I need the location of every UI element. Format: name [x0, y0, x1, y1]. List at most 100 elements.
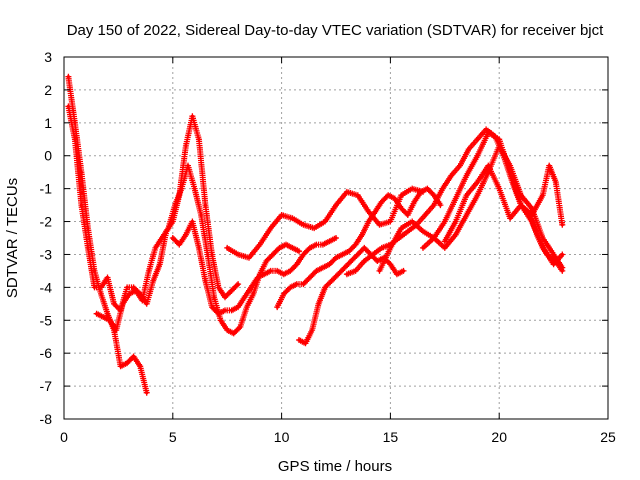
data-point [236, 305, 240, 309]
data-point [425, 187, 429, 191]
data-point [443, 219, 447, 224]
data-point [134, 289, 138, 293]
data-point [262, 272, 266, 276]
plot-frame [63, 56, 609, 420]
data-point [373, 210, 377, 214]
data-point [92, 285, 97, 289]
data-point [145, 391, 149, 395]
data-point [223, 295, 227, 299]
data-point [308, 275, 312, 280]
data-point [475, 193, 479, 197]
data-point [380, 246, 384, 250]
data-point [334, 203, 338, 207]
data-point [321, 243, 325, 247]
y-tick-label: 2 [44, 82, 52, 98]
data-point [432, 236, 436, 240]
data-point [475, 180, 479, 184]
data-point [508, 216, 512, 220]
data-point [105, 275, 110, 280]
data-point [377, 223, 382, 227]
data-point [454, 219, 458, 224]
data-point [388, 219, 392, 224]
axis-ticks: 0 5 10 15 20 25 -8 -7 -6 -5 -4 -3 -2 -1 0 1 2 3 [40, 49, 616, 445]
data-point [125, 285, 129, 289]
data-point [465, 193, 469, 197]
data-point [314, 243, 318, 247]
data-point [301, 223, 305, 227]
data-point [406, 229, 410, 233]
data-point [236, 252, 240, 257]
series-track-11 [441, 162, 566, 268]
data-point [303, 341, 308, 345]
data-point [334, 256, 338, 260]
data-point [190, 114, 194, 118]
data-point [410, 219, 414, 224]
series-track-1 [65, 73, 150, 396]
data-point [280, 213, 284, 217]
data-point [454, 196, 458, 201]
y-tick-label: -7 [40, 378, 53, 394]
data-point [216, 312, 221, 316]
data-point [66, 104, 70, 108]
data-point [269, 226, 273, 230]
data-point [295, 282, 299, 286]
data-point [184, 144, 188, 148]
data-point [119, 364, 123, 368]
data-point [236, 282, 240, 286]
series-track-4 [169, 218, 339, 317]
data-point [438, 203, 442, 207]
data-point [284, 243, 288, 247]
data-point [225, 328, 229, 332]
data-point [380, 200, 384, 204]
data-point [277, 246, 281, 250]
data-point [386, 193, 390, 197]
data-point [467, 147, 471, 151]
data-point [334, 236, 338, 240]
data-point [530, 219, 534, 224]
y-tick-label: 3 [44, 49, 52, 65]
y-tick-label: -2 [40, 214, 53, 230]
data-point [547, 164, 551, 168]
y-tick-label: -4 [40, 279, 53, 295]
x-tick-label: 20 [491, 429, 507, 445]
data-point [367, 210, 371, 214]
data-point [560, 223, 564, 227]
data-point [125, 361, 129, 365]
grid-lines [64, 57, 608, 419]
data-point [421, 229, 425, 233]
data-point [145, 302, 149, 306]
data-point [356, 252, 360, 257]
data-point [465, 213, 469, 217]
data-point [541, 193, 545, 197]
x-tick-label: 10 [274, 429, 290, 445]
data-point [199, 213, 203, 217]
data-point [388, 246, 392, 250]
data-point [317, 302, 321, 306]
data-point [406, 213, 410, 217]
data-point [560, 269, 564, 273]
series-track-3 [93, 162, 302, 337]
data-point [105, 312, 110, 316]
data-point [349, 259, 353, 263]
data-point [340, 252, 345, 257]
data-point [219, 318, 223, 322]
data-point [275, 305, 279, 309]
data-point [432, 193, 436, 197]
data-point [312, 226, 316, 230]
data-point [114, 328, 118, 332]
data-point [421, 246, 425, 250]
data-point [177, 243, 181, 247]
data-point [362, 259, 366, 263]
data-point [203, 279, 207, 283]
y-tick-label: -5 [40, 312, 53, 328]
data-point [443, 246, 447, 250]
chart-title: Day 150 of 2022, Sidereal Day-to-day VTE… [67, 22, 604, 39]
data-point [282, 272, 286, 276]
series-markers [224, 185, 426, 261]
data-point [216, 285, 221, 289]
data-point [399, 226, 403, 230]
data-point [323, 219, 327, 224]
data-point [388, 262, 392, 266]
